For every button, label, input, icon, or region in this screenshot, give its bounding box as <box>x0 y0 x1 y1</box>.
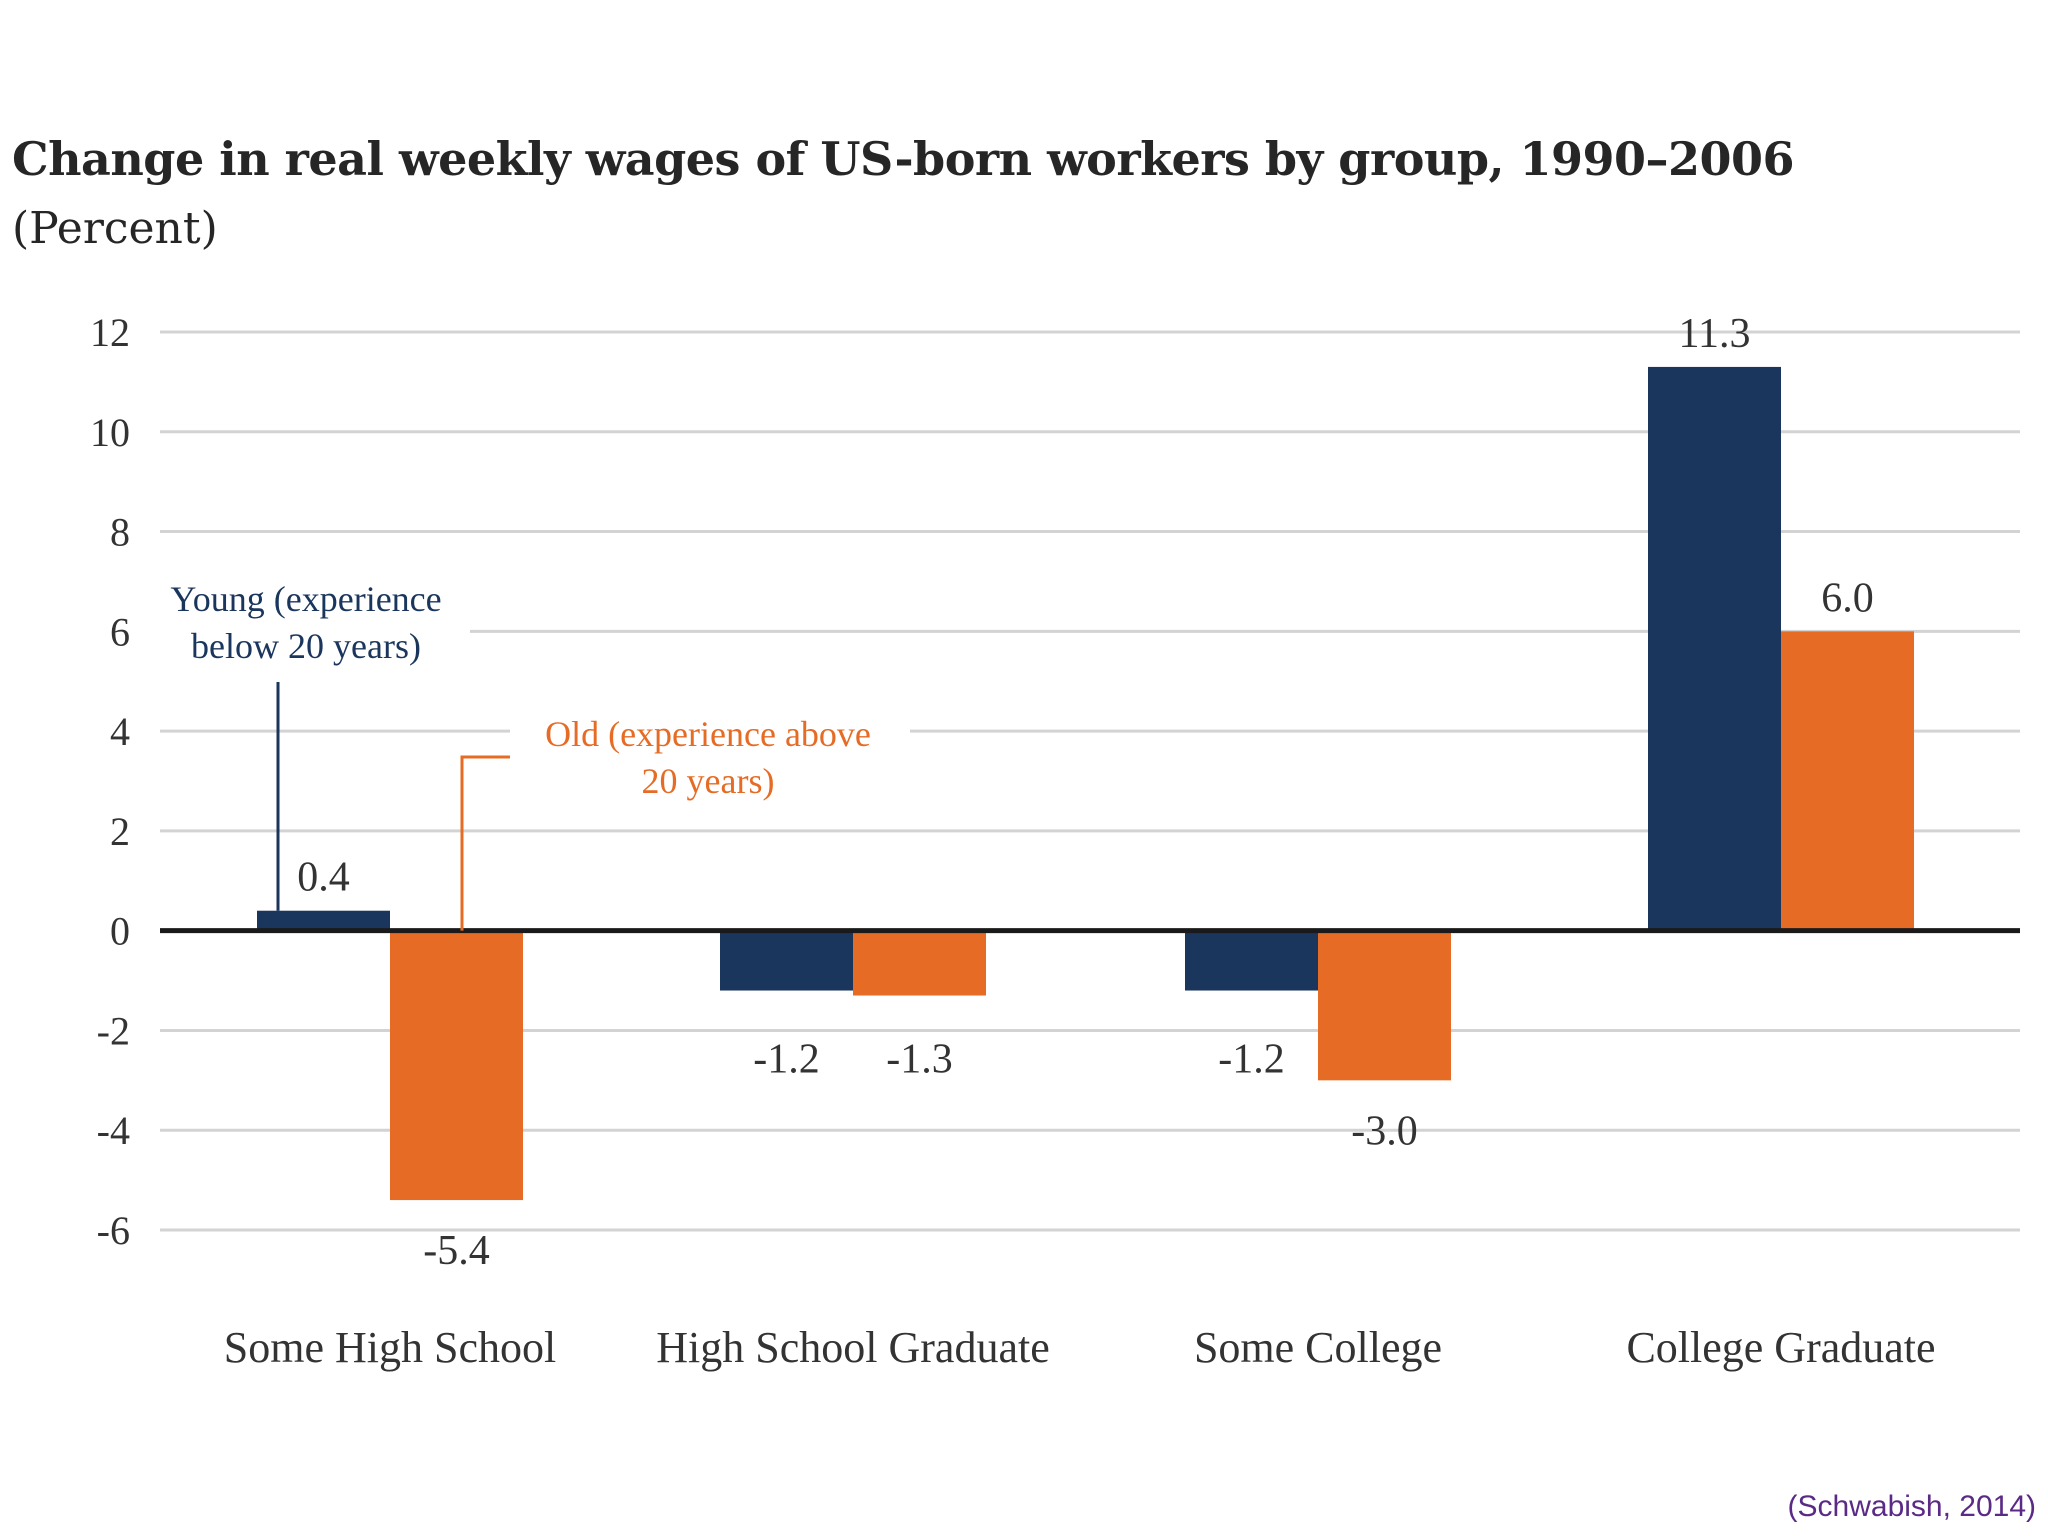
bar-value-label: -1.3 <box>886 1037 953 1083</box>
bar-old <box>1781 631 1914 931</box>
y-tick-label: 10 <box>90 410 130 455</box>
legend-young-background <box>148 572 470 672</box>
y-tick-label: 6 <box>110 609 130 654</box>
bar-old <box>853 930 986 996</box>
bar-young <box>1185 930 1318 991</box>
x-category-label: High School Graduate <box>656 1323 1049 1372</box>
x-category-label: College Graduate <box>1626 1323 1935 1372</box>
bar-value-label: 11.3 <box>1679 311 1751 357</box>
y-tick-label: 2 <box>110 809 130 854</box>
x-category-label: Some High School <box>224 1323 556 1372</box>
y-tick-label: -4 <box>97 1108 130 1153</box>
legend-old-label: Old (experience above <box>545 714 871 754</box>
bar-old <box>1318 930 1451 1081</box>
bar-value-label: -1.2 <box>1218 1037 1285 1083</box>
y-tick-label: -6 <box>97 1208 130 1253</box>
y-tick-label: 12 <box>90 310 130 355</box>
y-tick-label: 4 <box>110 709 130 754</box>
bar-value-label: 0.4 <box>297 855 350 901</box>
bar-young <box>720 930 853 991</box>
legend-old-label: 20 years) <box>642 761 775 801</box>
legend-old-background <box>510 707 910 807</box>
bar-value-label: 6.0 <box>1821 575 1874 621</box>
bar-old <box>390 930 523 1201</box>
y-tick-label: 8 <box>110 510 130 555</box>
legend-young-label: Young (experience <box>170 579 441 619</box>
legend-young-label: below 20 years) <box>191 626 421 666</box>
bar-young <box>1648 366 1781 931</box>
legend-old-callout <box>460 755 510 931</box>
x-category-label: Some College <box>1194 1323 1442 1372</box>
bar-value-label: -5.4 <box>423 1228 490 1274</box>
source-citation: (Schwabish, 2014) <box>1787 1490 2036 1523</box>
y-tick-label: 0 <box>110 909 130 954</box>
chart-subtitle: (Percent) <box>12 203 218 254</box>
chart-title: Change in real weekly wages of US-born w… <box>12 132 1795 186</box>
bar-value-label: -3.0 <box>1351 1108 1418 1154</box>
y-tick-label: -2 <box>97 1008 130 1053</box>
bar-young <box>257 910 390 931</box>
bar-value-label: -1.2 <box>753 1037 820 1083</box>
